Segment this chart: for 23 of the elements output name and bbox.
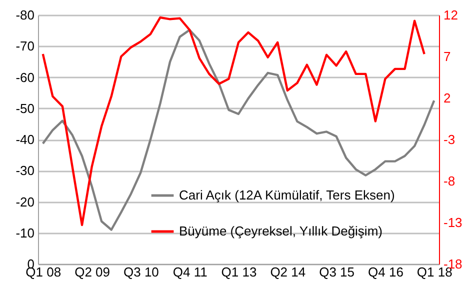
y-tick-label: -20 <box>16 194 34 210</box>
x-tick-label: Q4 11 <box>172 264 208 280</box>
x-tick-label: Q3 15 <box>319 264 355 280</box>
y2-tick-label: 12 <box>444 8 458 22</box>
legend-label: Büyüme (Çeyreksel, Yıllık Değişim) <box>179 224 382 238</box>
y2-tick-label: -13 <box>444 215 462 230</box>
y2-tick-label: 7 <box>444 49 451 64</box>
y-tick-label: -80 <box>16 8 34 22</box>
y-tick-label: -40 <box>16 132 34 147</box>
x-tick-label: Q2 09 <box>74 264 110 280</box>
x-tick-label: Q2 14 <box>270 264 306 280</box>
legend-label: Cari Açık (12A Kümülatif, Ters Eksen) <box>179 188 395 202</box>
y2-tick-label: -8 <box>444 174 456 188</box>
x-tick-label: Q4 16 <box>368 264 404 280</box>
y2-tick-label: -3 <box>444 132 456 147</box>
y2-tick-label: 2 <box>444 90 451 106</box>
x-tick-label: Q3 10 <box>123 264 159 280</box>
y-tick-label: -50 <box>16 100 34 116</box>
y-tick-label: -60 <box>16 70 34 85</box>
x-tick-label: Q1 13 <box>221 264 257 280</box>
y-tick-label: -30 <box>16 163 34 178</box>
y-tick-label: -10 <box>16 225 34 240</box>
y-tick-label: -70 <box>16 38 34 54</box>
